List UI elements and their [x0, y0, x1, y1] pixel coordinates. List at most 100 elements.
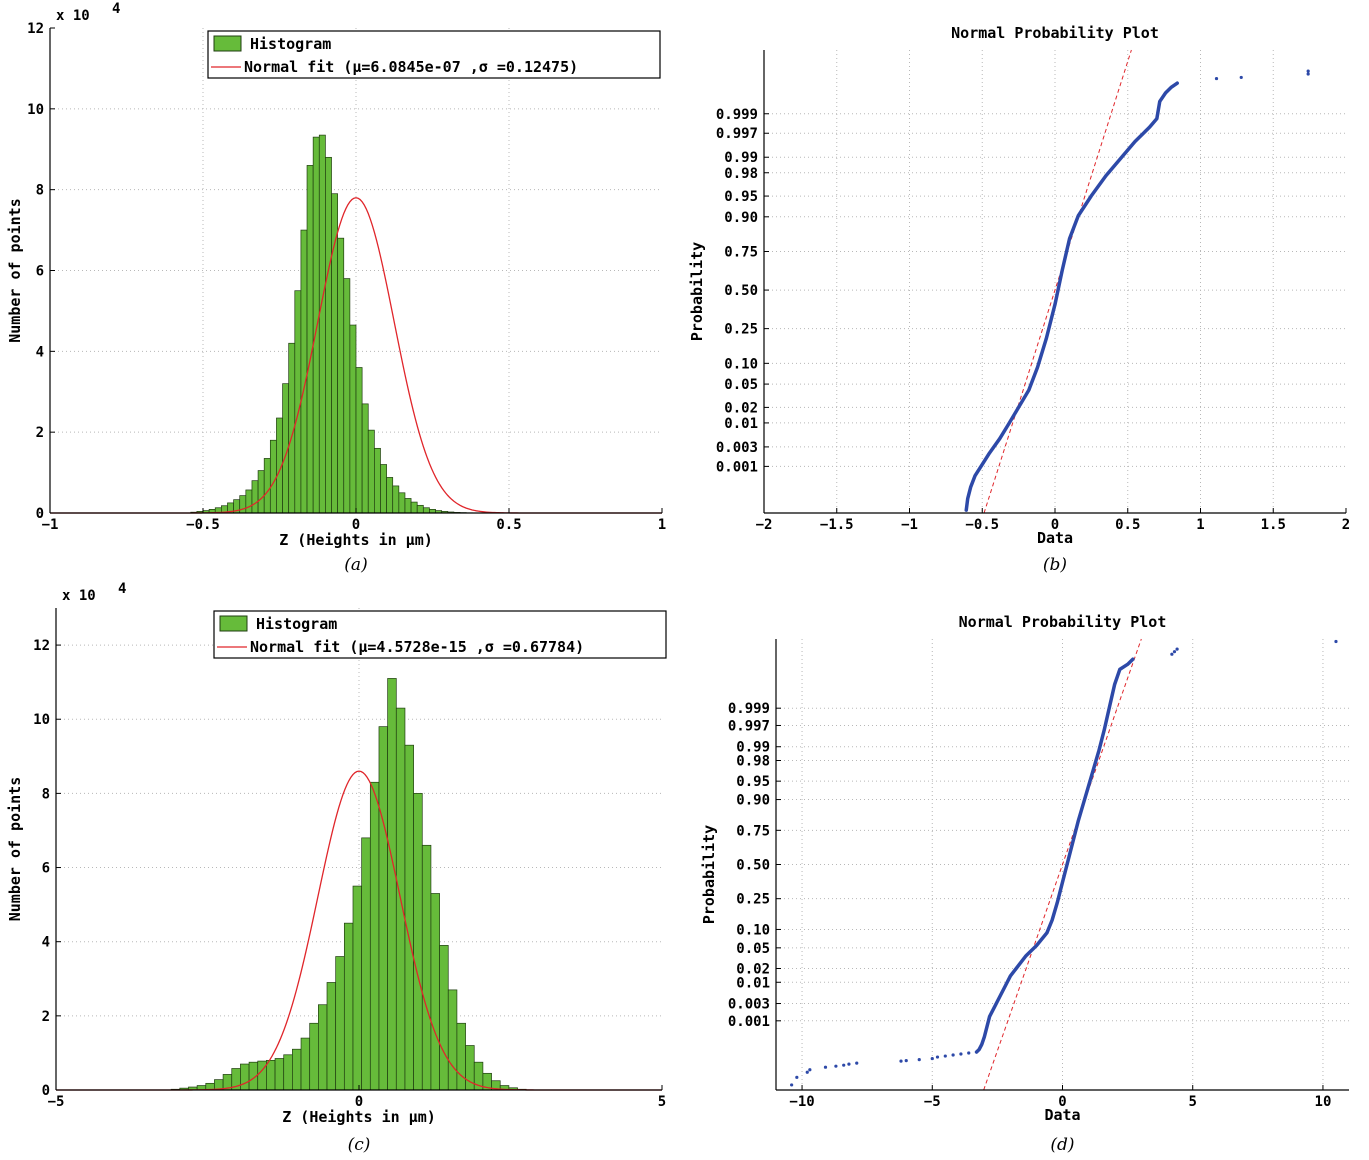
outlier-point	[1239, 75, 1243, 80]
reference-line	[983, 638, 1142, 1091]
y-tick-label: 12	[27, 21, 44, 37]
data-point	[959, 1052, 963, 1056]
legend-box	[207, 30, 661, 79]
data-point	[834, 1064, 838, 1068]
legend-histogram-swatch	[219, 615, 248, 632]
axis-exponent-power: 4	[112, 1, 120, 17]
y-tick-label: 0.997	[716, 126, 758, 142]
histogram-bar	[343, 278, 351, 514]
y-axis-label: Number of points	[6, 777, 24, 922]
y-tick-label: 0.01	[736, 975, 770, 991]
y-tick-label: 0.90	[724, 210, 758, 226]
y-tick-label: 6	[36, 264, 44, 280]
x-tick-label: −1	[42, 517, 59, 533]
y-tick-label: 6	[42, 861, 50, 877]
outlier-point	[1175, 647, 1179, 651]
y-tick-label: 0.95	[724, 189, 758, 205]
y-tick-label: 12	[33, 638, 50, 654]
x-tick-label: −2	[756, 517, 773, 533]
data-point	[943, 1054, 947, 1058]
x-tick-label: −10	[789, 1094, 814, 1110]
histogram-bar	[269, 439, 277, 514]
x-tick-label: −5	[48, 1094, 65, 1110]
y-tick-label: 8	[42, 786, 50, 802]
outlier-point	[1172, 650, 1177, 654]
data-point-markers	[1214, 69, 1310, 81]
histogram-bar	[257, 470, 265, 514]
x-tick-label: 0.5	[1115, 517, 1140, 533]
histogram-bar	[378, 726, 388, 1091]
x-axis-label: Z (Heights in μm)	[279, 531, 433, 549]
histogram-bar	[456, 1022, 466, 1091]
data-point	[917, 1057, 921, 1062]
data-point	[855, 1061, 859, 1065]
x-tick-label: −1.5	[820, 517, 854, 533]
histogram-bar	[343, 922, 354, 1091]
legend-histogram-swatch	[213, 35, 242, 52]
y-tick-label: 8	[36, 183, 44, 199]
histogram-bar	[387, 678, 397, 1091]
y-axis-label: Number of points	[6, 198, 24, 343]
x-tick-label: 2	[1342, 517, 1350, 533]
histogram-bar	[349, 324, 357, 514]
y-tick-label: 2	[42, 1009, 50, 1025]
axis-exponent-power: 4	[118, 581, 126, 597]
histogram-bar	[300, 229, 308, 514]
y-tick-label: 0.999	[716, 107, 758, 123]
y-tick-label: 0.90	[736, 793, 770, 809]
x-tick-label: 1	[1196, 517, 1204, 533]
histogram-bar	[240, 1063, 250, 1091]
data-point	[790, 1083, 794, 1087]
x-tick-label: −5	[924, 1094, 941, 1110]
y-tick-label: 4	[36, 344, 44, 360]
y-tick-label: 0.95	[736, 774, 770, 790]
histogram-bar	[294, 290, 302, 514]
y-tick-label: 0.001	[716, 459, 758, 475]
y-tick-label: 0.50	[736, 858, 770, 874]
histogram-bar	[283, 1054, 293, 1091]
panel-caption: (d)	[1050, 1135, 1074, 1155]
panel-caption: (b)	[1043, 555, 1067, 575]
histogram-bar	[352, 885, 363, 1091]
panel-caption: (a)	[344, 555, 367, 575]
y-tick-label: 0.003	[728, 997, 770, 1013]
axis-exponent-label: x 10	[62, 588, 96, 604]
x-tick-label: 1	[658, 517, 666, 533]
legend-box	[213, 610, 667, 659]
histogram-bar	[239, 495, 247, 514]
data-point	[930, 1056, 934, 1061]
axis-exponent-label: x 10	[56, 8, 90, 24]
probability-plot-panel-b: −2 −1.5 −1 −0.5 0 0.5 1 1.5 2 0.999 0.997 0.990.98 0…	[688, 24, 1350, 575]
x-tick-label: −0.5	[186, 517, 220, 533]
x-tick-label: 0	[1058, 1094, 1066, 1110]
histogram-bar	[380, 464, 387, 514]
x-tick-label: 0	[352, 517, 360, 533]
outlier-point	[1170, 652, 1174, 656]
histogram-bar	[309, 1022, 319, 1091]
histogram-bar	[386, 477, 394, 514]
histogram-bar	[361, 837, 371, 1091]
y-tick-label: 0.25	[736, 892, 770, 908]
data-point	[951, 1053, 955, 1057]
y-tick-label: 0.99	[736, 740, 770, 756]
histogram-bar	[318, 1004, 328, 1091]
histogram-bar	[367, 429, 375, 514]
y-tick-label: 0.02	[724, 400, 758, 416]
histogram-bar	[257, 1060, 267, 1091]
histogram-bar	[369, 781, 380, 1091]
y-tick-label: 0.50	[724, 283, 758, 299]
x-tick-label: 10	[1315, 1094, 1332, 1110]
x-tick-label: 5	[1189, 1094, 1197, 1110]
histogram-bar	[266, 1059, 276, 1091]
histogram-bar	[422, 507, 430, 514]
y-tick-label: 0.01	[724, 416, 758, 432]
outlier-point	[1214, 76, 1219, 81]
y-tick-label: 0.05	[736, 941, 770, 957]
histogram-bar	[251, 480, 259, 514]
data-point	[899, 1059, 903, 1063]
y-tick-label: 0.003	[716, 440, 758, 456]
histogram-bar	[404, 498, 412, 514]
histogram-bar	[312, 136, 320, 514]
x-tick-label: 0	[1051, 517, 1059, 533]
